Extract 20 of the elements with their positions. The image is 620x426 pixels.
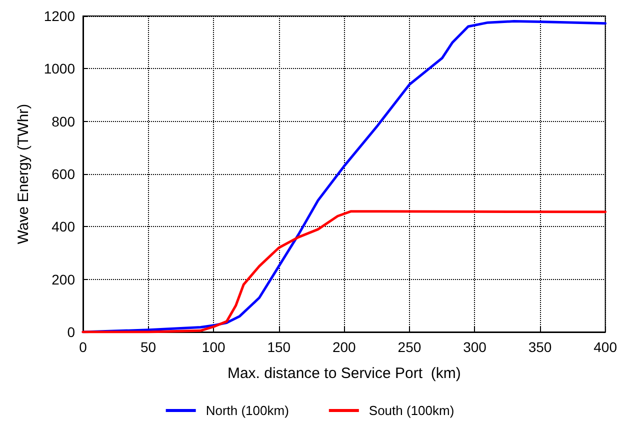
y-tick-label: 800: [52, 113, 76, 130]
x-tick-label: 300: [463, 339, 487, 355]
x-axis-title: Max. distance to Service Port (km): [227, 365, 461, 382]
x-tick-label: 150: [267, 339, 291, 355]
y-tick-label: 1200: [44, 8, 76, 24]
x-tick-label: 400: [594, 339, 618, 355]
legend-label: South (100km): [368, 403, 454, 418]
y-tick-label: 1000: [44, 60, 76, 77]
x-tick-label: 100: [202, 339, 226, 355]
x-tick-label: 50: [140, 339, 156, 355]
y-axis-title: Wave Energy (TWhr): [15, 104, 32, 244]
y-tick-label: 600: [52, 166, 76, 182]
legend-label: North (100km): [206, 403, 289, 418]
x-tick-label: 0: [79, 339, 88, 355]
y-tick-label: 400: [52, 218, 76, 235]
x-tick-label: 200: [332, 339, 356, 355]
x-tick-label: 350: [528, 339, 552, 355]
y-tick-label: 200: [52, 271, 76, 288]
y-tick-label: 0: [67, 324, 76, 340]
x-tick-label: 250: [398, 339, 422, 355]
